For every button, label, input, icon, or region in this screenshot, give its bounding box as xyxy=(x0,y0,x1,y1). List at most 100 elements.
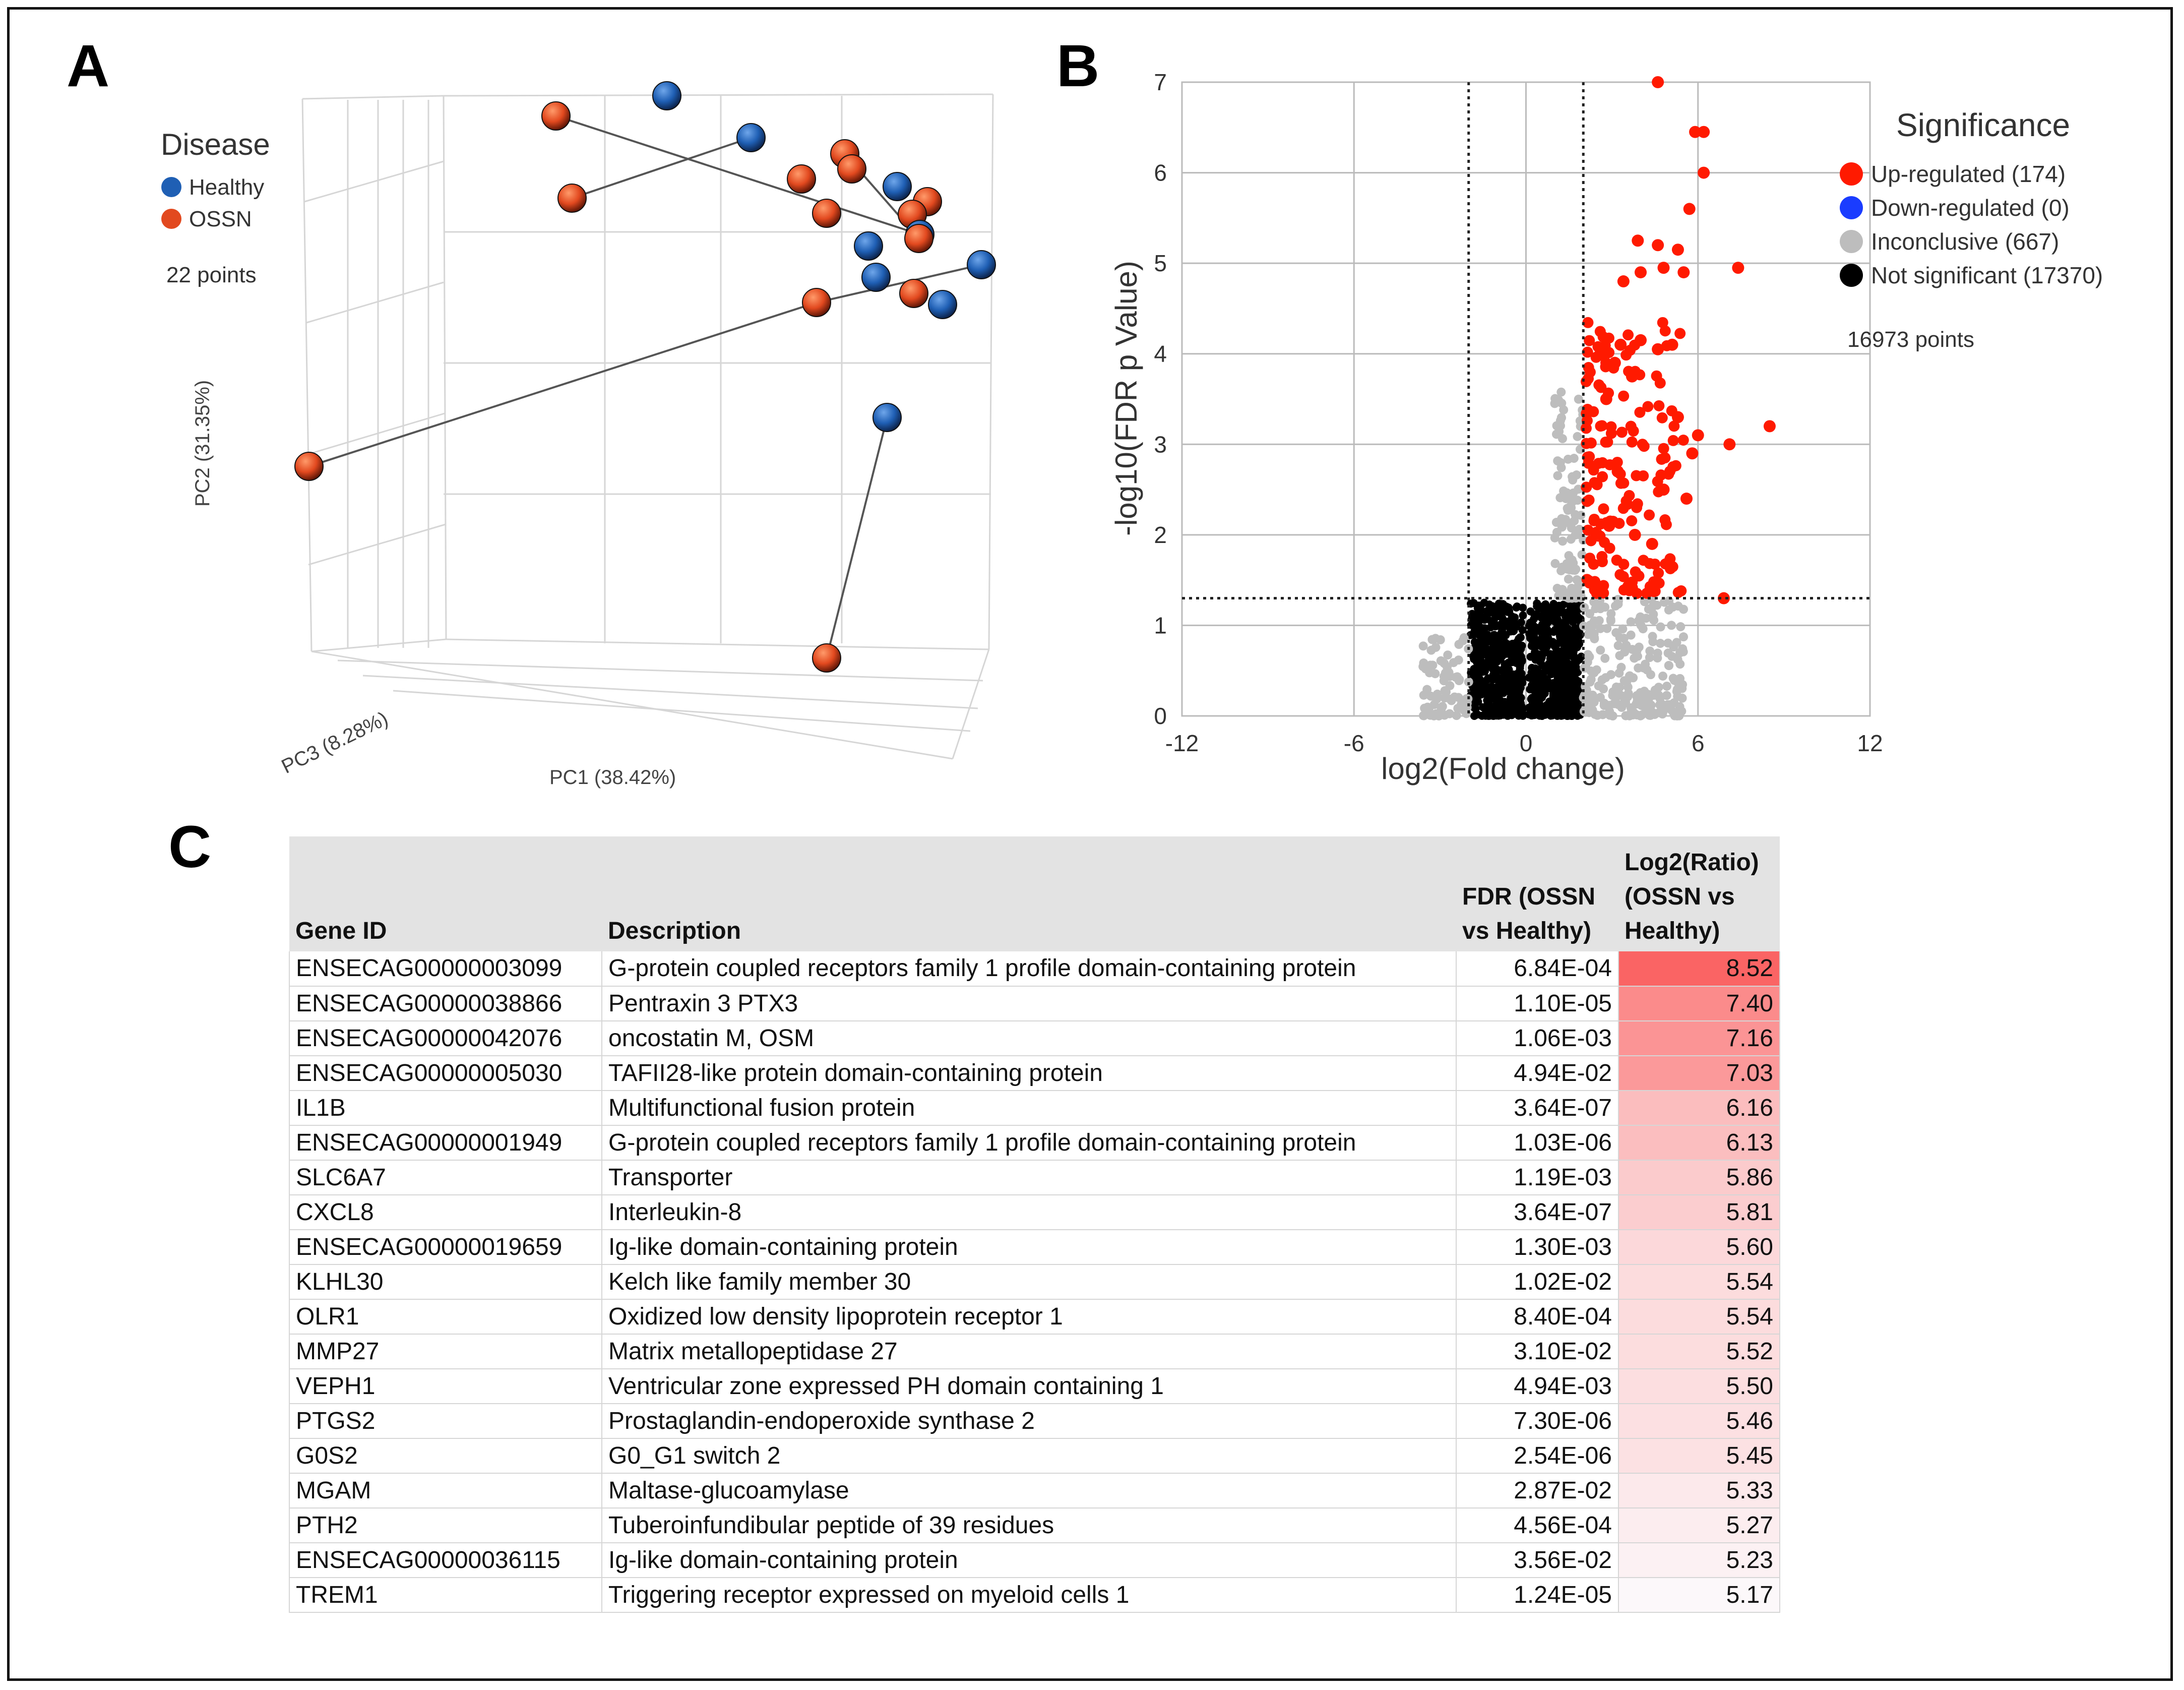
volcano-point-not-significant xyxy=(1477,647,1485,655)
cell-gene-id: ENSECAG00000042076 xyxy=(289,1021,602,1056)
volcano-point-up xyxy=(1657,317,1668,328)
volcano-point-not-significant xyxy=(1571,624,1580,632)
header-description: Description xyxy=(602,836,1456,951)
volcano-point-inconclusive xyxy=(1658,707,1668,716)
volcano-point-inconclusive xyxy=(1654,690,1663,700)
cell-log2-ratio: 5.86 xyxy=(1618,1160,1780,1195)
volcano-point-inconclusive xyxy=(1637,710,1647,720)
panel-label-b: B xyxy=(1056,33,1100,99)
volcano-point-inconclusive xyxy=(1649,616,1659,625)
cell-description: oncostatin M, OSM xyxy=(602,1021,1457,1056)
volcano-x-axis-label: log2(Fold change) xyxy=(1381,752,1625,786)
cell-fdr: 3.10E-02 xyxy=(1456,1334,1619,1369)
volcano-point-inconclusive xyxy=(1449,658,1458,668)
pca-point-healthy xyxy=(883,172,912,201)
volcano-point-not-significant xyxy=(1549,601,1557,610)
volcano-point-inconclusive xyxy=(1571,510,1580,519)
volcano-point-inconclusive xyxy=(1606,609,1616,619)
header-ratio-line: Log2(Ratio) xyxy=(1625,849,1759,876)
volcano-point-inconclusive xyxy=(1626,617,1636,627)
volcano-point-up xyxy=(1592,341,1604,352)
figure-frame xyxy=(7,7,2173,1681)
table-row: MMP27 Matrix metallopeptidase 27 3.10E-02 5… xyxy=(289,1334,1780,1369)
legend-downregulated-label: Down-regulated (0) xyxy=(1871,195,2070,221)
volcano-point-up xyxy=(1698,166,1710,179)
volcano-point-not-significant xyxy=(1556,705,1565,713)
volcano-point-not-significant xyxy=(1558,608,1567,616)
table-row: VEPH1 Ventricular zone expressed PH domai… xyxy=(289,1369,1780,1404)
volcano-point-up xyxy=(1642,401,1654,412)
pca-point-ossn xyxy=(904,224,933,253)
pca-point-ossn xyxy=(837,154,866,184)
volcano-point-not-significant xyxy=(1487,634,1496,643)
volcano-point-not-significant xyxy=(1480,680,1489,689)
volcano-point-inconclusive xyxy=(1644,605,1653,614)
volcano-point-inconclusive xyxy=(1621,711,1631,720)
volcano-point-inconclusive xyxy=(1459,633,1469,642)
volcano-point-up xyxy=(1584,553,1596,564)
volcano-point-inconclusive xyxy=(1430,634,1440,643)
volcano-point-count: 16973 points xyxy=(1847,327,1974,352)
volcano-point-up xyxy=(1600,361,1611,373)
volcano-point-inconclusive xyxy=(1676,622,1686,632)
volcano-point-inconclusive xyxy=(1616,662,1626,672)
volcano-point-up xyxy=(1671,411,1684,424)
header-ratio-line: (OSSN vs xyxy=(1625,883,1735,910)
volcano-point-inconclusive xyxy=(1552,583,1562,593)
volcano-point-inconclusive xyxy=(1596,604,1605,614)
volcano-point-up xyxy=(1618,584,1630,596)
volcano-point-inconclusive xyxy=(1564,551,1574,560)
volcano-point-inconclusive xyxy=(1677,693,1687,703)
volcano-point-up xyxy=(1605,428,1617,439)
volcano-point-up xyxy=(1637,439,1648,450)
volcano-point-not-significant xyxy=(1529,680,1538,688)
volcano-points xyxy=(1418,76,1776,720)
volcano-point-inconclusive xyxy=(1645,646,1655,656)
legend-inconclusive-label: Inconclusive (667) xyxy=(1871,228,2059,255)
volcano-point-inconclusive xyxy=(1438,702,1447,711)
volcano-point-inconclusive xyxy=(1662,691,1671,700)
volcano-point-not-significant xyxy=(1573,705,1581,714)
volcano-point-up xyxy=(1608,356,1621,369)
cell-gene-id: ENSECAG00000001949 xyxy=(289,1125,602,1161)
volcano-point-up xyxy=(1646,537,1658,550)
pca-point-ossn xyxy=(557,184,587,213)
volcano-point-up xyxy=(1634,406,1646,418)
volcano-point-not-significant xyxy=(1575,638,1584,647)
volcano-point-not-significant xyxy=(1568,660,1576,669)
top-genes-table: Gene ID Description FDR (OSSN vs Healthy… xyxy=(289,836,1780,1613)
cell-description: Pentraxin 3 PTX3 xyxy=(602,986,1457,1021)
table-row: ENSECAG00000042076 oncostatin M, OSM 1.06E… xyxy=(289,1021,1780,1056)
volcano-point-up xyxy=(1668,420,1680,432)
volcano-point-up xyxy=(1600,436,1611,448)
volcano-point-inconclusive xyxy=(1556,463,1566,472)
table-row: IL1B Multifunctional fusion protein 3.64E-… xyxy=(289,1091,1780,1126)
volcano-point-up xyxy=(1629,528,1641,541)
cell-gene-id: PTGS2 xyxy=(289,1404,602,1439)
pca-connector xyxy=(572,137,752,199)
cell-fdr: 6.84E-04 xyxy=(1456,951,1619,987)
volcano-point-not-significant xyxy=(1512,644,1521,652)
pca-connector xyxy=(308,301,817,467)
volcano-point-up xyxy=(1591,587,1602,599)
volcano-point-not-significant xyxy=(1568,602,1576,611)
volcano-point-not-significant xyxy=(1510,702,1518,711)
cell-fdr: 2.54E-06 xyxy=(1456,1438,1619,1474)
volcano-point-not-significant xyxy=(1541,667,1550,675)
cell-fdr: 1.03E-06 xyxy=(1456,1125,1619,1161)
volcano-point-inconclusive xyxy=(1662,681,1671,691)
cell-log2-ratio: 5.60 xyxy=(1618,1230,1780,1265)
volcano-point-not-significant xyxy=(1531,648,1539,656)
volcano-point-inconclusive xyxy=(1598,710,1607,719)
volcano-point-up xyxy=(1613,518,1625,529)
cell-gene-id: KLHL30 xyxy=(289,1264,602,1300)
volcano-point-up xyxy=(1658,443,1669,454)
cell-fdr: 4.94E-03 xyxy=(1456,1369,1619,1404)
pca-connector xyxy=(555,115,920,235)
cell-gene-id: ENSECAG00000003099 xyxy=(289,951,602,987)
volcano-point-inconclusive xyxy=(1596,624,1605,633)
volcano-point-not-significant xyxy=(1469,599,1478,608)
volcano-point-inconclusive xyxy=(1454,693,1463,702)
cell-log2-ratio: 5.23 xyxy=(1618,1543,1780,1578)
